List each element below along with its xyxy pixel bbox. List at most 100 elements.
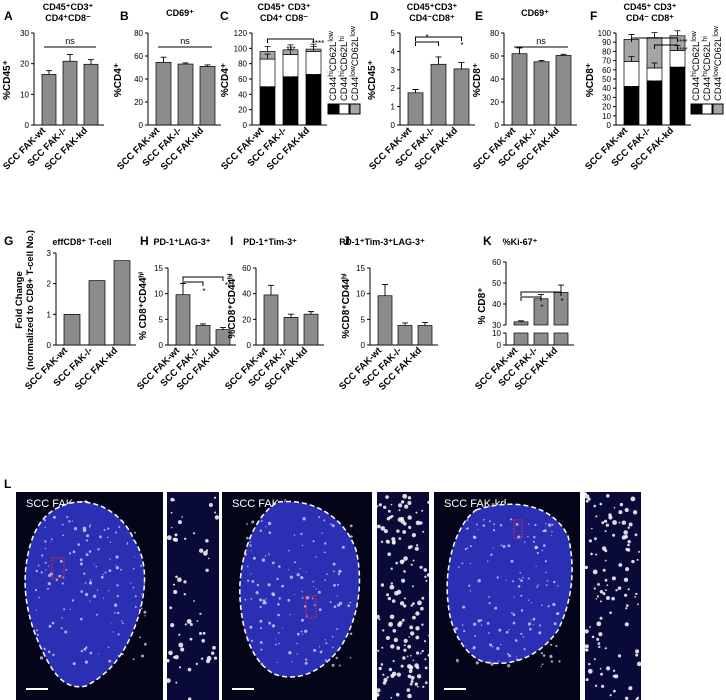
cell-dot xyxy=(260,648,263,651)
significance-bracket xyxy=(631,37,678,42)
cell-dot xyxy=(635,653,639,657)
cell-dot xyxy=(80,649,84,653)
cell-dot xyxy=(89,579,92,581)
cell-dot xyxy=(532,624,534,626)
cell-dot xyxy=(466,527,469,530)
cell-dot xyxy=(425,579,428,582)
cell-dot xyxy=(593,504,596,508)
cell-dot xyxy=(134,556,136,558)
inset-image xyxy=(167,496,219,700)
y-tick-label: 60 xyxy=(602,66,611,75)
y-tick-label: 40 xyxy=(242,290,251,299)
cell-dot xyxy=(602,568,606,572)
cell-dot xyxy=(167,658,170,663)
y-tick-label: 50 xyxy=(602,75,611,84)
cell-dot xyxy=(107,527,110,530)
cell-dot xyxy=(332,562,336,566)
error-bar xyxy=(264,46,271,52)
bar xyxy=(513,321,529,326)
cell-dot xyxy=(73,527,78,531)
panel-title: CD45⁺CD3⁺ xyxy=(43,2,94,12)
cell-dot xyxy=(173,589,178,595)
cell-dot xyxy=(331,524,335,528)
cell-dot xyxy=(382,673,385,676)
cell-dot xyxy=(476,523,478,526)
legend-entry: CD44lowCD62Llow xyxy=(350,25,362,101)
cell-dot xyxy=(421,596,425,600)
bar xyxy=(283,317,299,346)
cell-dot xyxy=(132,586,135,589)
cell-dot xyxy=(408,636,410,638)
error-bar xyxy=(435,56,442,65)
legend-text: hi xyxy=(702,36,709,42)
cell-dot xyxy=(415,611,420,616)
cell-dot xyxy=(291,661,293,663)
cell-dot xyxy=(311,597,314,600)
cell-dot xyxy=(321,532,323,534)
cell-dot xyxy=(477,579,481,583)
cell-dot xyxy=(555,644,558,648)
cell-dot xyxy=(500,544,503,546)
panel-title: CD4⁻ CD8⁺ xyxy=(626,13,674,23)
cell-dot xyxy=(558,660,561,663)
legend-entry: CD44lowCD62Llow xyxy=(713,25,725,101)
cell-dot xyxy=(337,603,340,607)
micrograph-inset-3 xyxy=(585,492,641,700)
cell-dot xyxy=(636,558,639,561)
cell-dot xyxy=(172,537,177,542)
cell-dot xyxy=(469,563,471,565)
cell-dot xyxy=(502,545,506,548)
y-tick-label: 0 xyxy=(247,341,252,350)
error-bar xyxy=(287,71,294,77)
cell-dot xyxy=(604,519,608,523)
y-tick-label: 0 xyxy=(497,341,502,350)
roi-box xyxy=(51,557,65,579)
cell-dot xyxy=(530,619,532,621)
cell-dot xyxy=(60,627,63,629)
cell-dot xyxy=(624,622,629,627)
cell-dot xyxy=(205,568,209,572)
cell-dot xyxy=(400,664,404,668)
panel-letter: H xyxy=(140,234,149,248)
y-axis-label: %CD45⁺ xyxy=(367,60,378,100)
cell-dot xyxy=(410,563,413,566)
cell-dot xyxy=(211,651,215,655)
cell-dot xyxy=(493,523,496,526)
cell-dot xyxy=(585,629,589,634)
cell-dot xyxy=(51,621,55,625)
cell-dot xyxy=(39,656,44,660)
cell-dot xyxy=(319,651,323,654)
cell-dot xyxy=(533,536,536,539)
cell-dot xyxy=(395,561,398,565)
cell-dot xyxy=(120,568,122,571)
legend-text: low xyxy=(350,25,357,36)
cell-dot xyxy=(349,604,350,606)
cell-dot xyxy=(420,606,424,611)
cell-dot xyxy=(632,510,638,515)
y-axis-label: %CD4⁺ xyxy=(220,63,231,97)
cell-dot xyxy=(132,567,135,570)
cell-dot xyxy=(599,502,603,506)
cell-dot xyxy=(72,550,76,554)
cell-dot xyxy=(107,646,110,649)
cell-dot xyxy=(527,577,530,580)
cell-dot xyxy=(585,644,589,649)
panel-title: CD4⁺CD8⁻ xyxy=(45,13,91,23)
cell-dot xyxy=(415,511,418,514)
cell-dot xyxy=(634,595,637,598)
y-tick-label: 50 xyxy=(492,279,501,288)
cell-dot xyxy=(585,648,587,651)
cell-dot xyxy=(596,595,599,598)
cell-dot xyxy=(293,534,296,536)
cell-dot xyxy=(294,561,296,564)
y-tick-label: 0 xyxy=(139,121,144,130)
cell-dot xyxy=(301,618,304,622)
cell-dot xyxy=(34,589,38,592)
cell-dot xyxy=(52,653,55,657)
cell-dot xyxy=(469,545,472,548)
cell-dot xyxy=(406,655,409,658)
cell-dot xyxy=(103,529,106,531)
y-axis-label: (normalized to CD8+ T-cell No.) xyxy=(25,230,36,370)
cell-dot xyxy=(422,530,425,533)
